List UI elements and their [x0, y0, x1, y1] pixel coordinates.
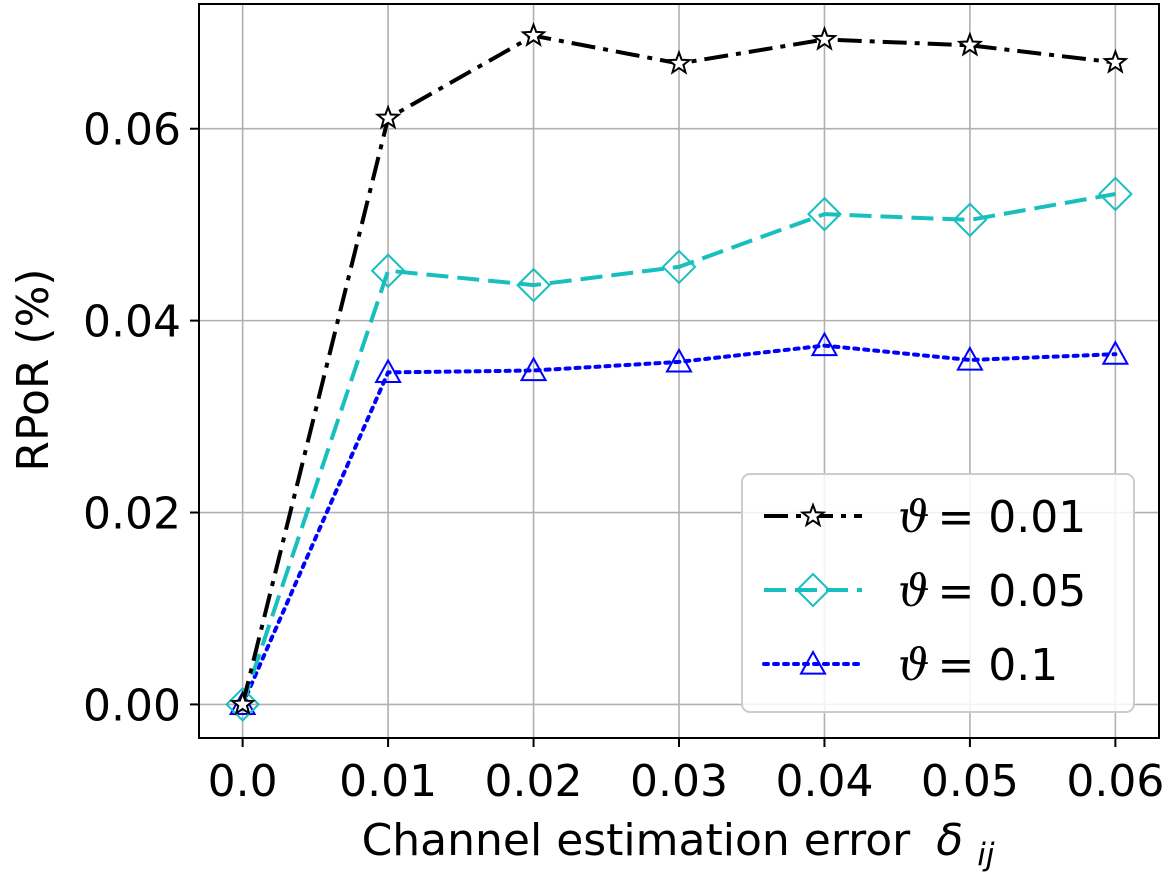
- data-point: [811, 25, 838, 51]
- series-layer: [225, 21, 1133, 722]
- data-point: [374, 104, 402, 130]
- data-point: [520, 21, 547, 47]
- data-point: [952, 202, 988, 238]
- data-point: [665, 49, 693, 75]
- data-point: [956, 31, 984, 57]
- legend-value: = 0.01: [937, 492, 1086, 543]
- y-axis-label: RPoR (%): [8, 268, 59, 471]
- data-point: [1097, 176, 1133, 212]
- data-point: [370, 253, 406, 289]
- y-tick-label: 0.04: [83, 297, 181, 348]
- legend-symbol: ϑ: [898, 492, 929, 543]
- data-point: [229, 690, 256, 716]
- series-0: [229, 21, 1129, 716]
- data-point: [519, 356, 548, 382]
- legend-box: [741, 473, 1135, 713]
- legend-marker: [799, 502, 827, 528]
- series-1: [225, 176, 1133, 722]
- x-tick-label: 0.06: [1066, 756, 1164, 807]
- x-tick-label: 0.02: [485, 756, 583, 807]
- data-point: [807, 196, 842, 232]
- y-tick-label: 0.06: [83, 105, 181, 156]
- legend-label: ϑ = 0.05: [898, 566, 1086, 617]
- data-point: [1102, 48, 1129, 74]
- x-tick-label: 0.05: [921, 756, 1019, 807]
- legend-symbol: ϑ: [898, 640, 929, 691]
- data-point: [225, 687, 261, 722]
- data-point: [661, 249, 697, 285]
- legend-marker: [799, 649, 827, 675]
- x-axis-label-text: Channel estimation error: [362, 815, 912, 866]
- x-tick-label: 0.0: [208, 756, 278, 807]
- x-axis-ticks: 0.0 0.01 0.02 0.03 0.04 0.05 0.06: [208, 738, 1164, 807]
- legend-symbol: ϑ: [898, 566, 929, 617]
- series-line: [240, 343, 1118, 707]
- y-axis-ticks: 0.00 0.02 0.04 0.06: [83, 105, 199, 731]
- data-point: [956, 345, 984, 371]
- y-tick-label: 0.00: [83, 680, 181, 731]
- x-tick-label: 0.04: [775, 756, 873, 807]
- y-tick-label: 0.02: [83, 489, 181, 540]
- legend-label: ϑ = 0.01: [898, 492, 1086, 543]
- legend-entry-2: ϑ = 0.1: [762, 640, 1058, 691]
- legend-label: ϑ = 0.1: [898, 640, 1058, 691]
- x-axis-label-subscript: ij: [977, 837, 995, 873]
- data-point: [374, 358, 402, 384]
- data-point: [1101, 340, 1130, 365]
- legend-value: = 0.1: [937, 640, 1058, 691]
- x-tick-label: 0.01: [339, 756, 437, 807]
- legend-entry-0: ϑ = 0.01: [764, 492, 1086, 543]
- data-point: [810, 331, 839, 357]
- x-axis-label-symbol: δ: [936, 815, 963, 866]
- legend-value: = 0.05: [937, 566, 1086, 617]
- legend-marker: [795, 572, 831, 608]
- data-point: [665, 347, 693, 373]
- x-tick-label: 0.03: [630, 756, 728, 807]
- series-line: [240, 192, 1116, 706]
- legend: ϑ = 0.01ϑ = 0.05ϑ = 0.1: [741, 473, 1135, 713]
- data-point: [516, 267, 551, 303]
- legend-entry-1: ϑ = 0.05: [764, 566, 1086, 617]
- x-axis-label: Channel estimation error δ ij: [362, 815, 995, 873]
